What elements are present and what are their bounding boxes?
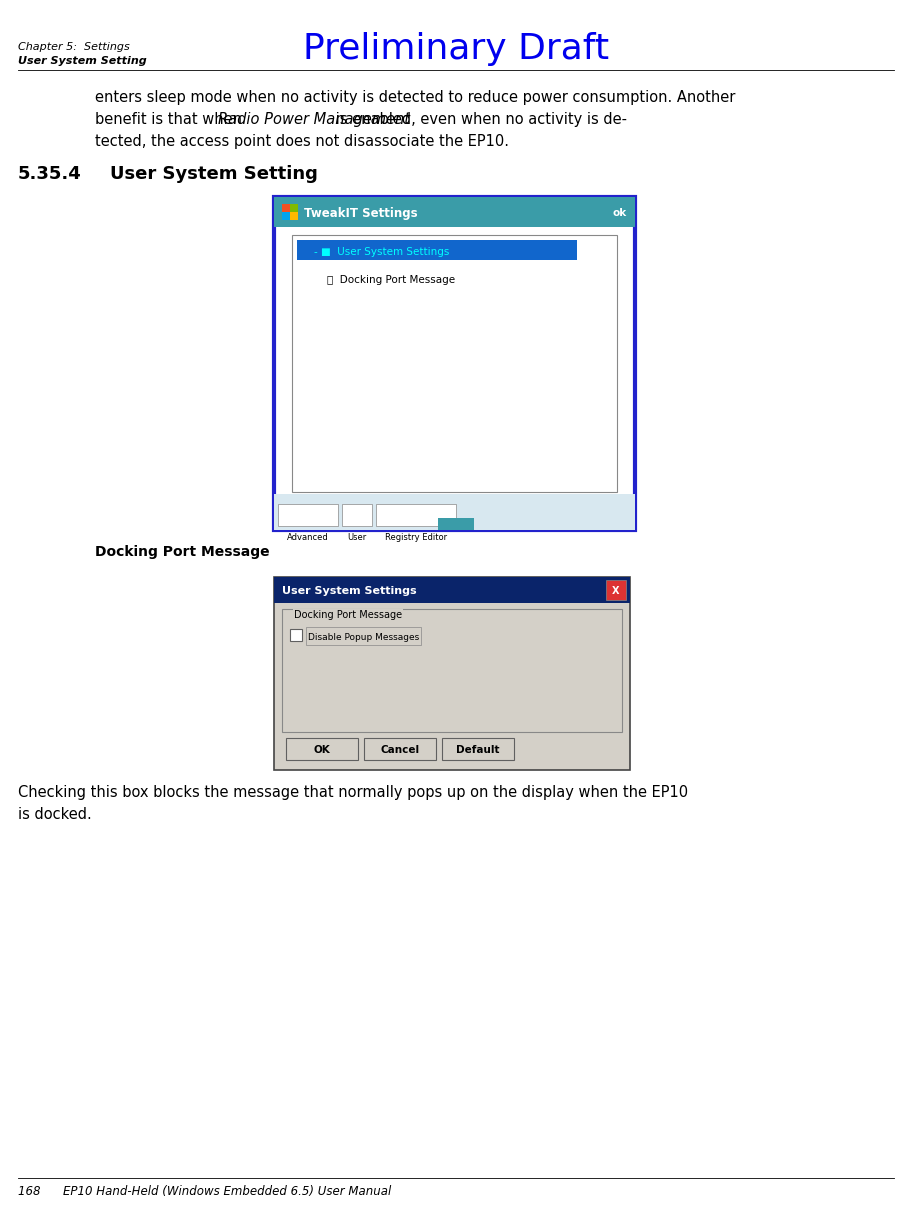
- Text: ⭐  Docking Port Message: ⭐ Docking Port Message: [327, 275, 455, 285]
- Text: Checking this box blocks the message that normally pops up on the display when t: Checking this box blocks the message tha…: [18, 785, 688, 800]
- Text: is docked.: is docked.: [18, 807, 92, 821]
- Bar: [290, 204, 298, 211]
- Bar: [442, 738, 514, 760]
- Bar: [273, 577, 630, 769]
- Bar: [286, 738, 358, 760]
- Text: User System Setting: User System Setting: [110, 165, 318, 182]
- Text: benefit is that when: benefit is that when: [95, 112, 246, 127]
- Text: Docking Port Message: Docking Port Message: [293, 610, 402, 620]
- Text: Cancel: Cancel: [380, 745, 419, 755]
- Text: X: X: [611, 586, 619, 596]
- Bar: [273, 494, 634, 530]
- Bar: [273, 197, 634, 530]
- Text: Preliminary Draft: Preliminary Draft: [302, 31, 609, 66]
- Bar: [290, 629, 302, 641]
- Text: Chapter 5:  Settings: Chapter 5: Settings: [18, 42, 129, 52]
- Text: tected, the access point does not disassociate the EP10.: tected, the access point does not disass…: [95, 134, 508, 149]
- Text: 168      EP10 Hand-Held (Windows Embedded 6.5) User Manual: 168 EP10 Hand-Held (Windows Embedded 6.5…: [18, 1185, 391, 1198]
- Text: TweakIT Settings: TweakIT Settings: [303, 207, 417, 220]
- Text: is enabled, even when no activity is de-: is enabled, even when no activity is de-: [331, 112, 627, 127]
- Bar: [290, 211, 298, 220]
- Text: Default: Default: [456, 745, 499, 755]
- Text: 5.35.4: 5.35.4: [18, 165, 82, 182]
- Text: Advanced: Advanced: [287, 533, 329, 541]
- Text: ok: ok: [612, 208, 627, 217]
- Bar: [281, 211, 290, 220]
- Text: Registry Editor: Registry Editor: [384, 533, 446, 541]
- Text: Docking Port Message: Docking Port Message: [95, 545, 270, 559]
- Bar: [297, 240, 577, 260]
- Text: User: User: [347, 533, 366, 541]
- Bar: [605, 580, 625, 600]
- Bar: [273, 577, 630, 603]
- Text: Disable Popup Messages: Disable Popup Messages: [308, 633, 419, 641]
- Text: OK: OK: [313, 745, 330, 755]
- Text: Radio Power Management: Radio Power Management: [218, 112, 409, 127]
- Text: - ■  User System Settings: - ■ User System Settings: [313, 246, 449, 257]
- Bar: [273, 197, 634, 227]
- Text: User System Settings: User System Settings: [281, 586, 416, 596]
- Bar: [342, 504, 372, 525]
- Bar: [375, 504, 456, 525]
- Bar: [306, 627, 421, 645]
- Bar: [278, 504, 338, 525]
- Bar: [292, 236, 617, 492]
- Text: enters sleep mode when no activity is detected to reduce power consumption. Anot: enters sleep mode when no activity is de…: [95, 91, 734, 105]
- Bar: [281, 204, 290, 211]
- Bar: [281, 609, 621, 732]
- Text: User System Setting: User System Setting: [18, 56, 147, 66]
- Bar: [363, 738, 435, 760]
- Bar: [437, 518, 474, 530]
